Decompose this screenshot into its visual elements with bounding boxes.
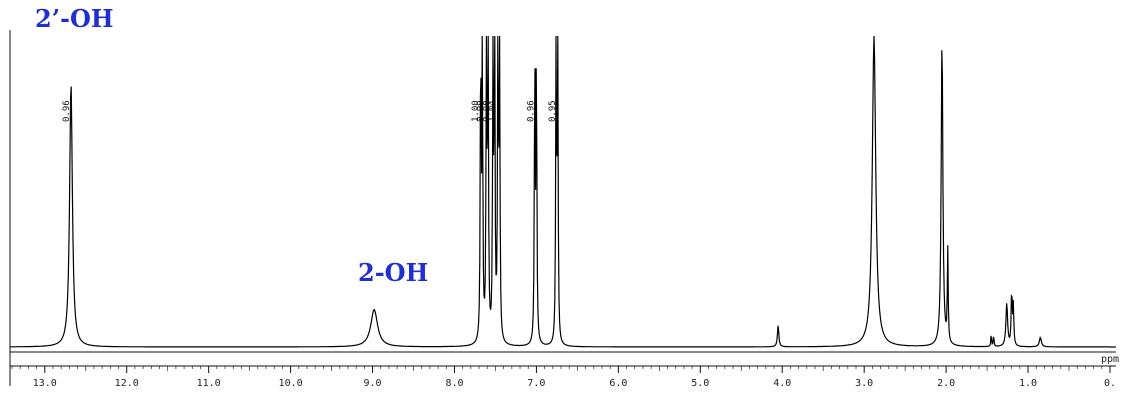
x-axis-unit: ppm bbox=[1101, 354, 1119, 365]
x-tick-label-4: 9.0 bbox=[364, 378, 382, 389]
x-tick-label-5: 8.0 bbox=[445, 378, 463, 389]
x-tick-label-1: 12.0 bbox=[115, 378, 139, 389]
x-tick-label-2: 11.0 bbox=[197, 378, 221, 389]
annotation-2-oh: 2-OH bbox=[358, 258, 428, 287]
x-tick-label-0: 13.0 bbox=[33, 378, 57, 389]
integral-label-0: 0.96 bbox=[62, 100, 72, 122]
x-tick-label-6: 7.0 bbox=[527, 378, 545, 389]
integral-labels: 0.96 1.000.990.981.04 0.96 0.95 bbox=[62, 100, 558, 122]
peak-annotations: 2’-OH 2-OH bbox=[35, 4, 428, 287]
x-tick-label-13: 0. bbox=[1104, 378, 1116, 389]
x-tick-label-12: 1.0 bbox=[1019, 378, 1037, 389]
x-tick-label-7: 6.0 bbox=[609, 378, 627, 389]
x-tick-label-10: 3.0 bbox=[855, 378, 873, 389]
x-tick-label-8: 5.0 bbox=[691, 378, 709, 389]
x-tick-label-3: 10.0 bbox=[279, 378, 303, 389]
integral-label-5: 0.96 bbox=[527, 100, 537, 122]
x-tick-label-9: 4.0 bbox=[773, 378, 791, 389]
integral-label-6: 0.95 bbox=[548, 100, 558, 122]
spectrum-trace-group bbox=[10, 35, 1116, 348]
x-tick-label-11: 2.0 bbox=[937, 378, 955, 389]
chart-frame bbox=[9, 30, 1116, 386]
integral-label-1: 1.00 bbox=[471, 100, 481, 122]
x-axis: 13.0 12.0 11.0 10.0 9.0 8.0 7.0 6.0 5.0 4.0 3.0 2.0… bbox=[10, 354, 1119, 389]
annotation-2prime-oh: 2’-OH bbox=[35, 4, 114, 33]
spectrum-trace bbox=[10, 35, 1116, 348]
